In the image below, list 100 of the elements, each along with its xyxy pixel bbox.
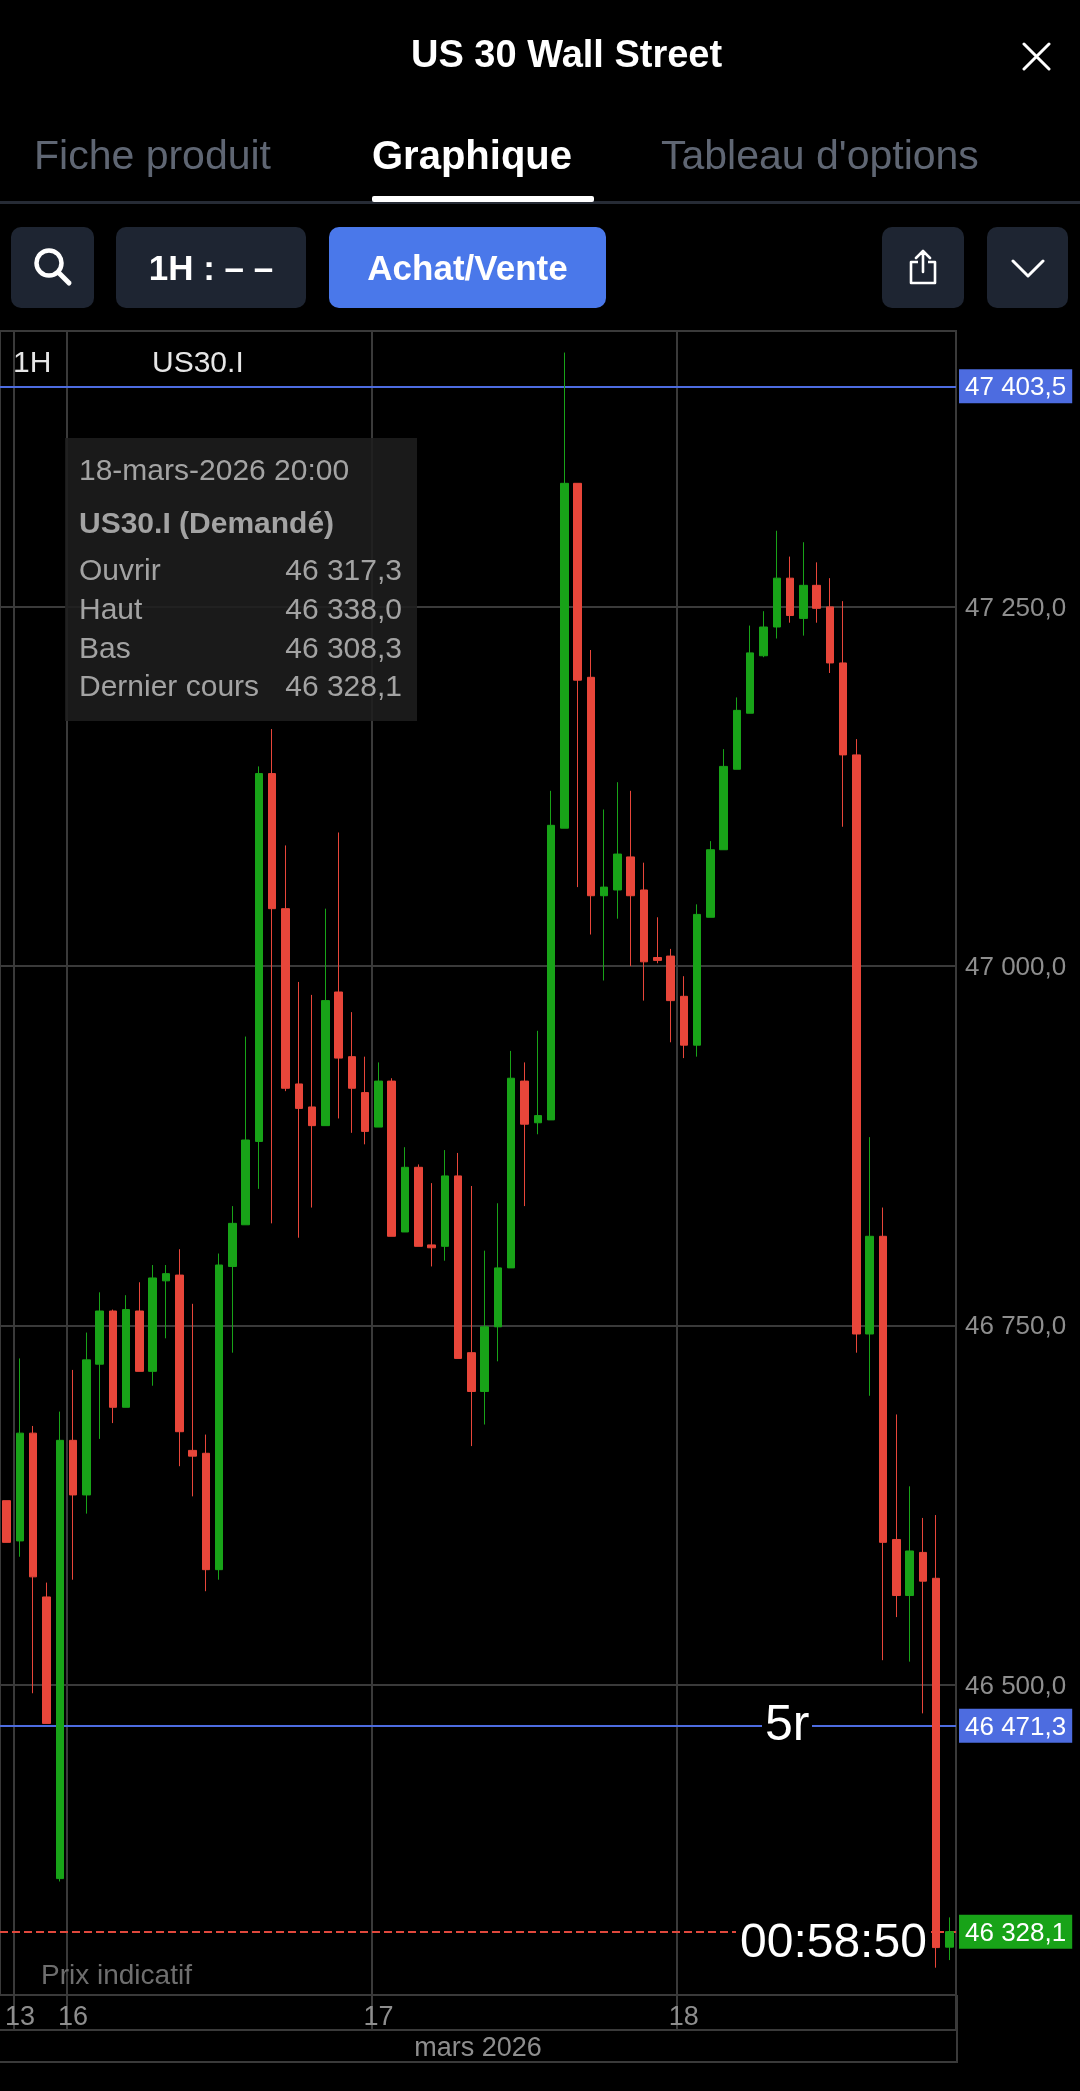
candlestick [759,610,768,658]
candlestick [839,600,847,828]
annotation: US30.I [152,345,244,378]
annotation: Dernier cours [79,668,260,704]
candlestick [82,1332,91,1515]
candlestick [534,1030,542,1135]
candlestick [387,1077,396,1237]
text: Fiche produit [34,132,272,178]
candlestick [281,844,290,1092]
candlestick [945,1916,954,1961]
annotation: 18-mars-2026 20:00 [79,452,350,488]
y-tick-label: 46 750,0 [965,1310,1067,1341]
candlestick [427,1182,436,1267]
candlestick [321,908,330,1127]
candlestick [773,530,781,640]
x-tick-label: 18 [668,2000,699,2031]
annotation: US30.I (Demandé) [79,505,335,541]
candlestick [480,1250,489,1426]
candlestick [733,696,741,770]
candlestick [202,1434,210,1592]
annotation: Prix indicatif [41,1959,192,1990]
annotation: 46 338,0 [285,591,402,627]
candlestick [109,1309,117,1424]
candlestick [268,728,276,1224]
candlestick [361,1056,369,1145]
annotation: Bas [79,630,131,666]
candlestick [56,1411,64,1882]
x-tick-label: 16 [58,2000,89,2031]
candlestick [587,649,595,936]
candlestick [640,862,648,1002]
candlestick [812,561,821,624]
candlestick [706,840,715,918]
candlestick [892,1413,901,1618]
candlestick [494,1202,502,1362]
candlestick [613,781,622,920]
candlestick [467,1185,476,1447]
ref-line-label: 47 403,5 [965,371,1067,402]
y-tick-label: 46 500,0 [965,1669,1067,1700]
candlestick [334,832,343,1119]
candlestick [241,1036,250,1226]
candlestick [507,1050,515,1269]
annotation: 00:58:50 [736,1914,931,1967]
x-tick-label: 17 [363,2000,394,2031]
candlestick [16,1357,24,1558]
text: Tableau d'options [661,132,979,178]
candlestick [175,1248,184,1467]
candlestick [135,1281,144,1372]
candlestick [454,1152,462,1359]
candlestick [719,748,728,851]
candlestick [560,352,569,829]
candlestick [228,1205,237,1354]
annotation: Ouvrir [79,552,161,588]
candlestick [680,975,688,1059]
candlestick [255,765,263,1190]
candlestick [374,1061,383,1128]
candlestick [215,1253,223,1581]
action-button: Achat/Vente [329,227,606,308]
candlestick [905,1485,914,1663]
candlestick [852,738,861,1354]
candlestick [441,1149,449,1262]
candlestick [826,577,834,674]
candlestick [348,1011,356,1134]
annotation: 1H [13,345,52,378]
interval-button: 1H : – – [116,227,306,308]
annotation: 5r [762,1695,813,1751]
candlestick [414,1163,423,1247]
x-tick-label: 13 [4,2000,35,2031]
candlestick [122,1294,130,1408]
y-tick-label: 47 000,0 [965,951,1067,982]
candlestick [799,541,808,637]
candlestick [626,790,635,967]
candlestick [879,1207,887,1661]
candlestick [666,948,675,1043]
candlestick [295,981,303,1239]
candlestick [600,809,608,982]
candlestick [520,1061,529,1207]
candlestick [693,903,701,1058]
candlestick [573,482,582,888]
candlestick [308,994,316,1209]
candlestick [786,556,794,624]
annotation: 46 317,3 [285,552,402,588]
annotation: 46 308,3 [285,630,402,666]
ref-line-label: 46 328,1 [965,1916,1067,1947]
text: Graphique [372,133,573,177]
candlestick [42,1582,51,1724]
candlestick [148,1264,157,1387]
candlestick [865,1136,874,1397]
candlestick [401,1146,409,1233]
candlestick [188,1303,197,1497]
y-tick-label: 47 250,0 [965,591,1067,622]
x-axis-title: mars 2026 [414,2032,542,2063]
candlestick [95,1291,104,1440]
annotation: Haut [79,591,143,627]
candlestick [547,790,555,1121]
candlestick [69,1369,77,1581]
annotation: 46 328,1 [285,668,402,704]
candlestick [919,1517,927,1714]
candlestick [162,1264,170,1339]
candlestick [746,625,754,714]
candlestick [653,916,662,964]
